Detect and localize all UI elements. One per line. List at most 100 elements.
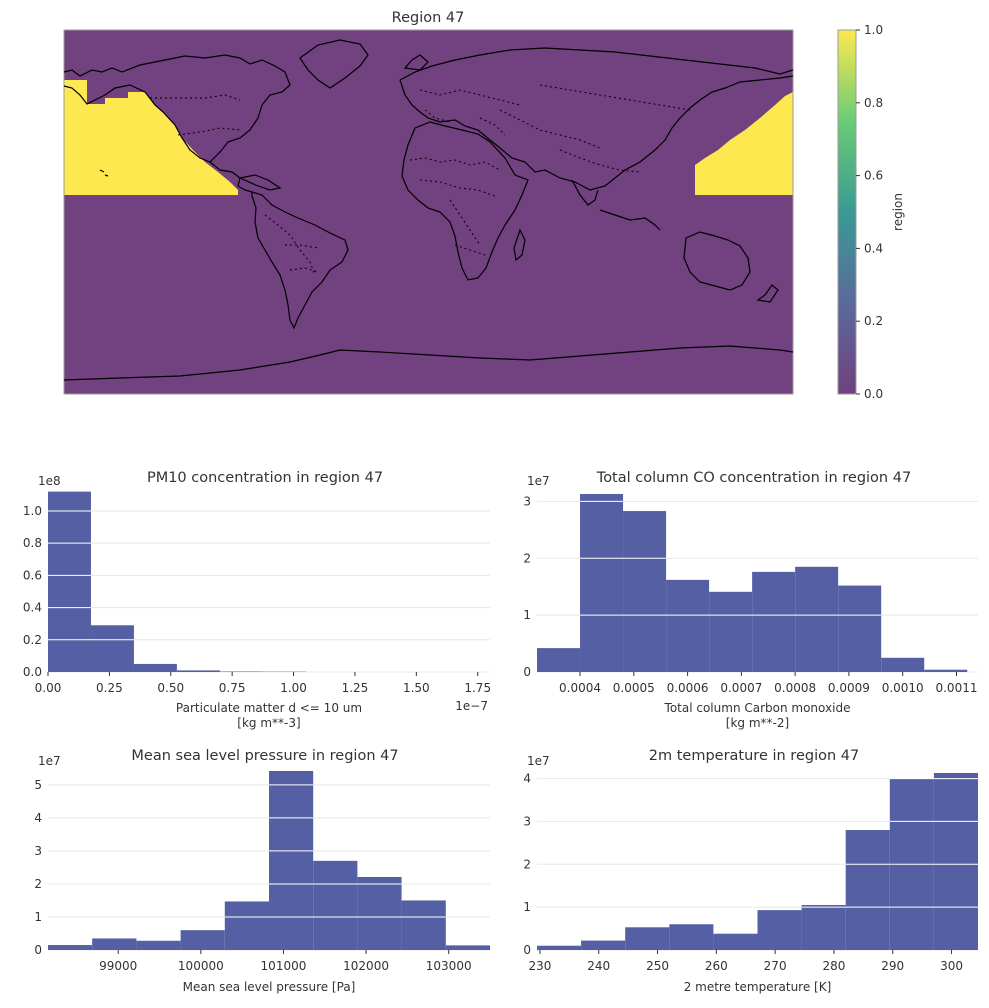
y-offset-text: 1e7: [527, 474, 550, 488]
histogram-bar: [846, 830, 890, 950]
x-tick-label: 99000: [99, 959, 137, 973]
colorbar-tick-label: 1.0: [864, 23, 883, 37]
histogram-bar: [713, 934, 757, 950]
x-tick-label: 0.0007: [720, 681, 762, 695]
x-axis-unit: [kg m**-3]: [237, 716, 300, 730]
colorbar-gradient: [838, 30, 856, 394]
y-tick-label: 0.4: [23, 601, 42, 615]
y-tick-label: 1.0: [23, 504, 42, 518]
histogram-bar: [537, 648, 580, 672]
histogram-bar: [446, 945, 490, 950]
y-tick-label: 2: [34, 877, 42, 891]
x-tick-label: 290: [881, 959, 904, 973]
colorbar-tick-label: 0.6: [864, 169, 883, 183]
map-title: Region 47: [392, 10, 465, 26]
x-axis-label: 2 metre temperature [K]: [684, 980, 832, 994]
x-tick-label: 260: [705, 959, 728, 973]
histogram-bar: [269, 771, 313, 950]
colorbar-tick-label: 0.4: [864, 241, 883, 255]
histogram-bar: [758, 910, 802, 950]
histogram-bar: [795, 567, 838, 672]
histogram-bar: [709, 592, 752, 672]
x-tick-label: 0.75: [219, 681, 246, 695]
y-tick-label: 0.0: [23, 665, 42, 679]
y-tick-label: 0.8: [23, 536, 42, 550]
histogram-bar: [225, 901, 269, 950]
x-tick-label: 0.0004: [559, 681, 601, 695]
y-offset-text: 1e7: [38, 754, 61, 768]
histogram-bar: [802, 905, 846, 950]
histogram-bar: [580, 494, 623, 672]
x-tick-label: 103000: [426, 959, 472, 973]
x-tick-label: 0.0006: [667, 681, 709, 695]
y-tick-label: 2: [523, 551, 531, 565]
histogram-bar: [934, 773, 978, 950]
x-tick-label: 250: [646, 959, 669, 973]
colorbar-tick-label: 0.0: [864, 387, 883, 401]
y-tick-label: 0.2: [23, 633, 42, 647]
y-tick-label: 0: [34, 943, 42, 957]
histogram-bar: [752, 572, 795, 672]
y-offset-text: 1e8: [38, 474, 61, 488]
x-tick-label: 0.00: [35, 681, 62, 695]
colorbar: 0.0 0.2 0.4 0.6 0.8 1.0 region: [838, 23, 905, 401]
histogram-bar: [48, 492, 91, 672]
histogram-bar: [881, 658, 924, 672]
x-tick-label: 230: [528, 959, 551, 973]
y-tick-label: 0: [523, 665, 531, 679]
chart-title: Mean sea level pressure in region 47: [131, 748, 398, 764]
histogram-bar: [313, 861, 357, 950]
x-tick-label: 1.75: [464, 681, 491, 695]
world-map: [64, 30, 793, 394]
y-tick-label: 1: [34, 910, 42, 924]
x-tick-label: 240: [587, 959, 610, 973]
colorbar-tick-label: 0.8: [864, 96, 883, 110]
y-tick-label: 0: [523, 943, 531, 957]
histogram-bar: [537, 946, 581, 950]
histogram-bar: [91, 625, 134, 672]
histogram-bar: [924, 670, 967, 672]
y-tick-label: 4: [523, 772, 531, 786]
y-tick-label: 3: [523, 494, 531, 508]
histogram-bar: [134, 664, 177, 672]
x-axis-unit: [kg m**-2]: [726, 716, 789, 730]
histogram-bar: [669, 924, 713, 950]
chart-title: PM10 concentration in region 47: [147, 470, 383, 486]
y-tick-label: 5: [34, 778, 42, 792]
histogram-bar: [623, 511, 666, 672]
map-background: [64, 30, 793, 394]
x-axis-label: Mean sea level pressure [Pa]: [183, 980, 356, 994]
y-tick-label: 3: [34, 844, 42, 858]
x-tick-label: 0.0010: [882, 681, 924, 695]
histogram-bar: [136, 941, 180, 950]
x-axis-label: Total column Carbon monoxide: [664, 701, 851, 715]
x-tick-label: 101000: [261, 959, 307, 973]
histogram-bar: [402, 900, 446, 950]
colorbar-tick-label: 0.2: [864, 314, 883, 328]
x-tick-label: 1.25: [342, 681, 369, 695]
histogram-bar: [357, 877, 401, 950]
x-tick-label: 1.50: [403, 681, 430, 695]
y-tick-label: 3: [523, 814, 531, 828]
colorbar-label: region: [891, 193, 905, 231]
x-axis-label: Particulate matter d <= 10 um: [176, 701, 362, 715]
x-tick-label: 0.0011: [935, 681, 977, 695]
histogram-bar: [92, 938, 136, 950]
chart-title: Total column CO concentration in region …: [596, 470, 911, 486]
x-tick-label: 0.0009: [828, 681, 870, 695]
histogram-bar: [838, 586, 881, 672]
y-tick-label: 1: [523, 608, 531, 622]
x-tick-label: 0.50: [157, 681, 184, 695]
colorbar-ticks: 0.0 0.2 0.4 0.6 0.8 1.0: [856, 23, 883, 401]
x-offset-text: 1e−7: [455, 699, 488, 713]
x-tick-label: 1.00: [280, 681, 307, 695]
x-tick-label: 102000: [343, 959, 389, 973]
histogram-bar: [48, 945, 92, 950]
y-offset-text: 1e7: [527, 754, 550, 768]
histogram-bar: [181, 930, 225, 950]
x-tick-label: 0.0008: [774, 681, 816, 695]
